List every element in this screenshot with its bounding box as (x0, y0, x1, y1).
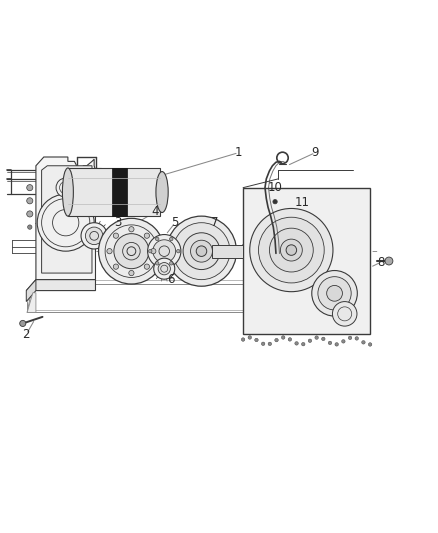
Circle shape (129, 227, 134, 232)
Ellipse shape (62, 168, 73, 216)
Circle shape (177, 249, 180, 253)
Circle shape (362, 341, 365, 344)
Polygon shape (26, 280, 95, 290)
Circle shape (295, 342, 298, 345)
Circle shape (385, 257, 393, 265)
Text: 5: 5 (172, 216, 179, 229)
Circle shape (155, 262, 159, 265)
Polygon shape (27, 293, 36, 312)
Circle shape (27, 211, 33, 217)
Circle shape (258, 217, 324, 283)
Circle shape (301, 342, 305, 346)
Circle shape (129, 270, 134, 276)
Circle shape (113, 233, 119, 238)
Circle shape (155, 237, 159, 241)
Circle shape (99, 219, 164, 284)
Text: 6: 6 (167, 273, 175, 286)
Circle shape (183, 233, 220, 270)
Circle shape (286, 245, 297, 255)
Circle shape (173, 223, 230, 280)
Circle shape (148, 249, 152, 253)
Polygon shape (26, 280, 36, 302)
Circle shape (154, 258, 175, 279)
Circle shape (355, 337, 358, 340)
Text: 9: 9 (311, 146, 319, 159)
Text: 3: 3 (115, 216, 122, 229)
Circle shape (144, 264, 149, 269)
Circle shape (144, 233, 149, 238)
Circle shape (261, 342, 265, 345)
Circle shape (282, 336, 285, 339)
Circle shape (85, 227, 103, 245)
Circle shape (191, 240, 212, 262)
Circle shape (269, 228, 313, 272)
Polygon shape (212, 245, 243, 258)
Circle shape (151, 248, 156, 254)
Circle shape (37, 194, 94, 251)
Polygon shape (68, 168, 160, 216)
Circle shape (20, 320, 26, 327)
Circle shape (148, 235, 181, 268)
Circle shape (153, 240, 176, 263)
Polygon shape (112, 168, 127, 216)
Circle shape (335, 343, 339, 346)
Text: 2: 2 (22, 328, 30, 341)
Circle shape (318, 277, 351, 310)
Circle shape (368, 343, 372, 346)
Circle shape (27, 198, 33, 204)
Circle shape (170, 262, 173, 265)
Circle shape (81, 223, 107, 249)
Polygon shape (243, 188, 370, 334)
Circle shape (248, 336, 251, 339)
Ellipse shape (156, 172, 168, 213)
Text: 8: 8 (378, 256, 385, 269)
Circle shape (166, 216, 237, 286)
Text: 7: 7 (211, 216, 219, 229)
Circle shape (250, 208, 333, 292)
Circle shape (114, 233, 149, 269)
Polygon shape (42, 166, 92, 273)
Circle shape (312, 271, 357, 316)
Circle shape (241, 338, 245, 341)
Circle shape (332, 302, 357, 326)
Circle shape (348, 336, 352, 340)
Circle shape (321, 337, 325, 341)
Circle shape (328, 341, 332, 345)
Circle shape (255, 338, 258, 342)
Circle shape (170, 237, 173, 241)
Circle shape (196, 246, 207, 256)
Circle shape (273, 199, 277, 204)
Circle shape (27, 184, 33, 191)
Text: 11: 11 (295, 197, 310, 209)
Circle shape (113, 264, 119, 269)
Circle shape (56, 178, 75, 197)
Circle shape (280, 239, 302, 261)
Text: 1: 1 (235, 146, 243, 159)
Text: 10: 10 (268, 181, 283, 194)
Circle shape (275, 338, 278, 342)
Circle shape (342, 340, 345, 343)
Circle shape (327, 286, 343, 301)
Text: 4: 4 (152, 205, 159, 218)
Circle shape (288, 337, 292, 341)
Circle shape (107, 248, 112, 254)
Circle shape (28, 225, 32, 229)
Circle shape (315, 336, 318, 340)
Circle shape (158, 263, 170, 275)
Circle shape (308, 339, 312, 343)
Circle shape (268, 342, 272, 345)
Polygon shape (36, 157, 95, 280)
